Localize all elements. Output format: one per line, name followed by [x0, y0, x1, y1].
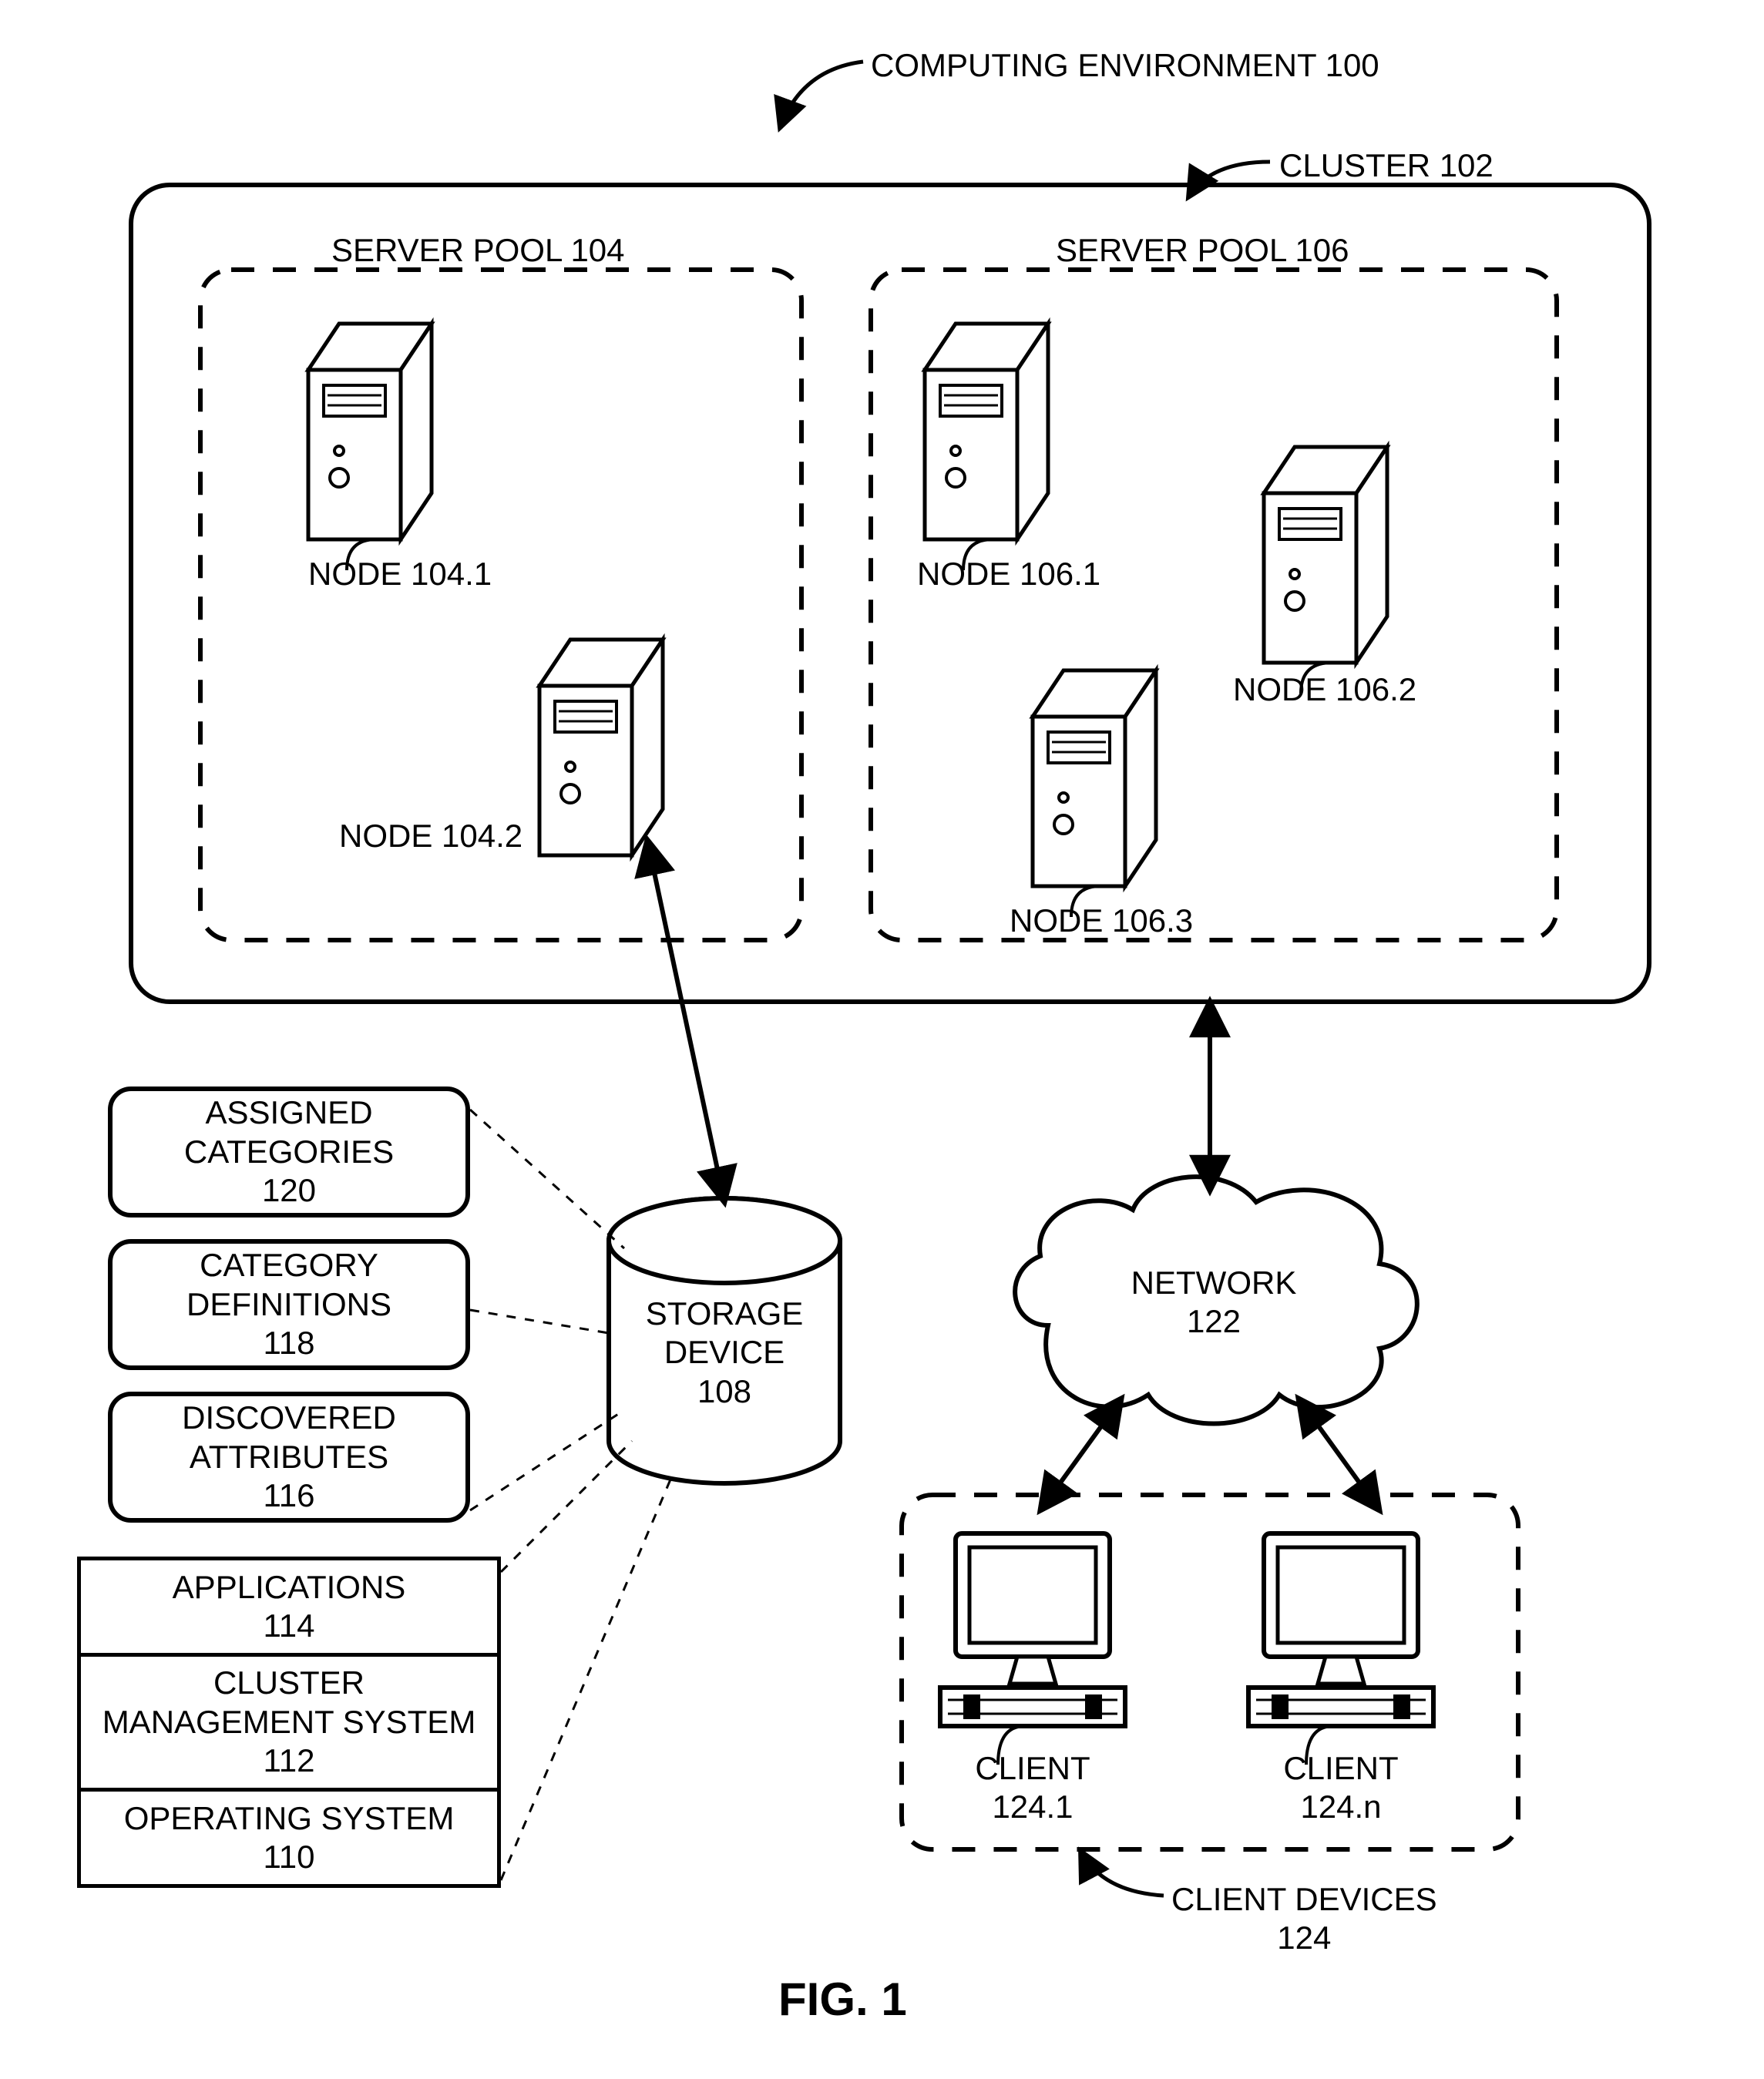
pointer-cluster	[1188, 162, 1270, 197]
server-icon-106-3	[1033, 670, 1156, 886]
label-client-devices-l2: 124	[1277, 1919, 1331, 1956]
assigned-l2: CATEGORIES	[184, 1133, 394, 1171]
server-icon-104-1	[308, 324, 432, 539]
stack-applications: APPLICATIONS 114	[77, 1557, 501, 1657]
label-node-106-1: NODE 106.1	[917, 555, 1100, 593]
stack-os: OPERATING SYSTEM 110	[77, 1788, 501, 1888]
label-network-l1: NETWORK	[1131, 1265, 1297, 1301]
cms-l3: 112	[264, 1741, 315, 1780]
label-client-1-l2: 124.1	[992, 1788, 1073, 1825]
label-client-devices: CLIENT DEVICES 124	[1171, 1880, 1437, 1958]
label-server-pool-1: SERVER POOL 104	[331, 231, 625, 270]
dash-discovered-to-storage	[470, 1410, 624, 1510]
dash-assigned-to-storage	[470, 1110, 624, 1248]
label-client-1-l1: CLIENT	[975, 1750, 1090, 1786]
category-l2: DEFINITIONS	[186, 1285, 391, 1324]
label-server-pool-2: SERVER POOL 106	[1056, 231, 1349, 270]
label-network: NETWORK 122	[1117, 1264, 1310, 1342]
pointer-computing-env	[780, 62, 863, 128]
label-client-devices-l1: CLIENT DEVICES	[1171, 1881, 1437, 1917]
label-storage-l1: STORAGE	[646, 1295, 804, 1332]
stack-cms: CLUSTER MANAGEMENT SYSTEM 112	[77, 1653, 501, 1792]
monitor-icon-client-n	[1248, 1533, 1433, 1726]
label-network-l2: 122	[1187, 1303, 1241, 1339]
label-storage-l3: 108	[697, 1373, 751, 1409]
label-storage-device: STORAGE DEVICE 108	[640, 1295, 809, 1411]
figure-title: FIG. 1	[778, 1973, 907, 2026]
label-node-104-2: NODE 104.2	[339, 817, 522, 855]
label-computing-environment: COMPUTING ENVIRONMENT 100	[871, 46, 1379, 85]
label-node-106-3: NODE 106.3	[1010, 902, 1193, 940]
label-client-1: CLIENT 124.1	[948, 1749, 1117, 1827]
pointer-client-devices	[1080, 1851, 1164, 1896]
applications-l2: 114	[264, 1607, 315, 1645]
assigned-l3: 120	[262, 1171, 316, 1210]
item-box-category: CATEGORY DEFINITIONS 118	[108, 1239, 470, 1370]
label-cluster: CLUSTER 102	[1279, 146, 1494, 185]
category-l1: CATEGORY	[200, 1246, 378, 1285]
os-l1: OPERATING SYSTEM	[124, 1799, 455, 1838]
server-icon-106-2	[1264, 447, 1387, 663]
label-storage-l2: DEVICE	[664, 1334, 785, 1370]
discovered-l1: DISCOVERED	[182, 1399, 396, 1437]
arrow-node-to-storage	[647, 840, 724, 1202]
cms-l1: CLUSTER	[213, 1664, 365, 1702]
item-box-discovered: DISCOVERED ATTRIBUTES 116	[108, 1392, 470, 1523]
monitor-icon-client-1	[940, 1533, 1125, 1726]
label-node-106-2: NODE 106.2	[1233, 670, 1416, 709]
item-box-assigned: ASSIGNED CATEGORIES 120	[108, 1087, 470, 1218]
label-node-104-1: NODE 104.1	[308, 555, 492, 593]
dash-stacktop-to-storage	[501, 1441, 632, 1572]
cms-l2: MANAGEMENT SYSTEM	[102, 1703, 476, 1741]
label-client-n-l1: CLIENT	[1283, 1750, 1398, 1786]
server-icon-106-1	[925, 324, 1048, 539]
dash-category-to-storage	[470, 1310, 609, 1333]
dash-stackbot-to-storage	[501, 1479, 670, 1880]
applications-l1: APPLICATIONS	[173, 1568, 406, 1607]
assigned-l1: ASSIGNED	[205, 1093, 372, 1132]
discovered-l2: ATTRIBUTES	[190, 1438, 388, 1476]
discovered-l3: 116	[264, 1476, 315, 1515]
category-l3: 118	[264, 1324, 315, 1362]
label-client-n: CLIENT 124.n	[1256, 1749, 1426, 1827]
server-icon-104-2	[539, 640, 663, 855]
label-client-n-l2: 124.n	[1300, 1788, 1381, 1825]
diagram-canvas: COMPUTING ENVIRONMENT 100 CLUSTER 102 SE…	[0, 0, 1764, 2079]
os-l2: 110	[264, 1838, 315, 1876]
